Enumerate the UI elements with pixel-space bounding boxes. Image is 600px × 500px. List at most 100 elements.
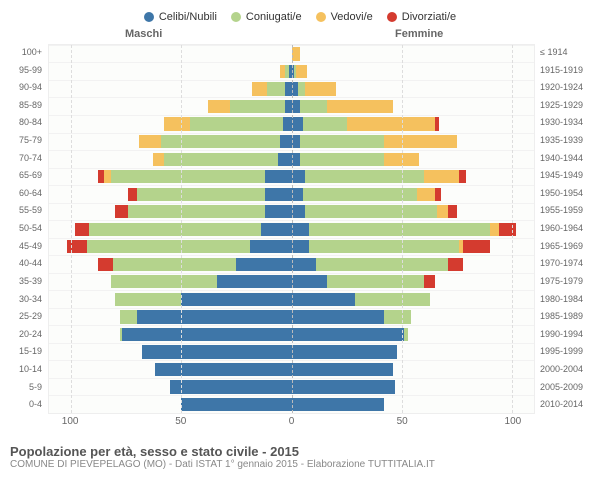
bar-segment — [137, 310, 291, 323]
bar-segment — [303, 188, 418, 201]
bar-segment — [265, 205, 291, 218]
male-half — [49, 151, 292, 168]
bar-segment — [250, 240, 292, 253]
birth-year-label: 1915-1919 — [538, 62, 600, 80]
age-label: 70-74 — [0, 150, 44, 168]
bar-segment — [120, 310, 138, 323]
legend-label: Celibi/Nubili — [159, 11, 217, 23]
age-label: 30-34 — [0, 291, 44, 309]
male-half — [49, 169, 292, 186]
birth-year-label: 2010-2014 — [538, 396, 600, 414]
age-label: 20-24 — [0, 326, 44, 344]
age-labels: 0-45-910-1415-1920-2425-2930-3435-3940-4… — [0, 44, 44, 414]
male-half — [49, 396, 292, 413]
bar-segment — [292, 153, 301, 166]
male-half — [49, 379, 292, 396]
bar-segment — [292, 100, 301, 113]
bar-segment — [113, 258, 236, 271]
x-tick-label: 100 — [505, 416, 522, 427]
bar-segment — [164, 117, 190, 130]
male-half — [49, 134, 292, 151]
birth-year-label: 1950-1954 — [538, 185, 600, 203]
bar-segment — [424, 170, 459, 183]
bar-segment — [283, 117, 292, 130]
bar-segment — [292, 240, 310, 253]
footer-subtitle: COMUNE DI PIEVEPELAGO (MO) - Dati ISTAT … — [10, 459, 590, 470]
legend-label: Vedovi/e — [331, 11, 373, 23]
male-half — [49, 361, 292, 378]
male-half — [49, 98, 292, 115]
bar-segment — [300, 135, 384, 148]
bar-segment — [170, 380, 291, 393]
age-label: 85-89 — [0, 97, 44, 115]
female-half — [292, 239, 535, 256]
female-half — [292, 186, 535, 203]
bar-segment — [327, 275, 424, 288]
birth-year-label: 2005-2009 — [538, 379, 600, 397]
bar-segment — [122, 328, 292, 341]
bar-segment — [111, 170, 265, 183]
gridline — [402, 45, 403, 413]
x-tick-label: 0 — [289, 416, 295, 427]
bar-segment — [265, 170, 291, 183]
age-label: 35-39 — [0, 273, 44, 291]
gender-headers: Maschi Femmine — [0, 28, 600, 44]
bar-segment — [404, 328, 408, 341]
age-label: 90-94 — [0, 79, 44, 97]
bar-segment — [115, 293, 181, 306]
bar-segment — [448, 205, 457, 218]
bar-segment — [300, 100, 326, 113]
bar-segment — [280, 135, 291, 148]
birth-year-label: 1925-1929 — [538, 97, 600, 115]
bar-segment — [463, 240, 489, 253]
gridline — [512, 45, 513, 413]
bar-segment — [161, 135, 280, 148]
chart-area: Fasce di età Anni di nascita 0-45-910-14… — [0, 44, 600, 444]
age-label: 0-4 — [0, 396, 44, 414]
bar-segment — [300, 153, 384, 166]
legend-label: Divorziati/e — [402, 11, 456, 23]
bar-segment — [327, 100, 393, 113]
female-half — [292, 81, 535, 98]
male-half — [49, 221, 292, 238]
bar-segment — [155, 363, 292, 376]
bar-segment — [217, 275, 292, 288]
female-half — [292, 116, 535, 133]
bar-segment — [89, 223, 261, 236]
bar-segment — [435, 188, 442, 201]
bar-segment — [424, 275, 435, 288]
age-label: 55-59 — [0, 202, 44, 220]
bar-segment — [309, 240, 459, 253]
bar-segment — [292, 380, 396, 393]
age-label: 45-49 — [0, 238, 44, 256]
bar-segment — [292, 328, 404, 341]
birth-year-label: 1990-1994 — [538, 326, 600, 344]
male-half — [49, 274, 292, 291]
bar-segment — [292, 205, 305, 218]
bar-segment — [190, 117, 283, 130]
bar-segment — [292, 188, 303, 201]
age-label: 95-99 — [0, 62, 44, 80]
bar-segment — [303, 117, 347, 130]
bar-segment — [236, 258, 291, 271]
bar-segment — [230, 100, 285, 113]
bar-segment — [278, 153, 291, 166]
legend-swatch — [387, 12, 397, 22]
female-half — [292, 221, 535, 238]
bar-segment — [292, 363, 393, 376]
female-half — [292, 46, 535, 63]
female-half — [292, 204, 535, 221]
female-half — [292, 63, 535, 80]
male-half — [49, 186, 292, 203]
bar-segment — [128, 205, 265, 218]
bar-segment — [142, 345, 292, 358]
age-label: 80-84 — [0, 114, 44, 132]
gridline — [71, 45, 72, 413]
x-tick-label: 100 — [62, 416, 79, 427]
bar-segment — [448, 258, 463, 271]
bar-segment — [355, 293, 430, 306]
bar-segment — [115, 205, 128, 218]
birth-year-label: 1935-1939 — [538, 132, 600, 150]
center-axis-line — [292, 45, 293, 413]
bar-segment — [98, 170, 105, 183]
